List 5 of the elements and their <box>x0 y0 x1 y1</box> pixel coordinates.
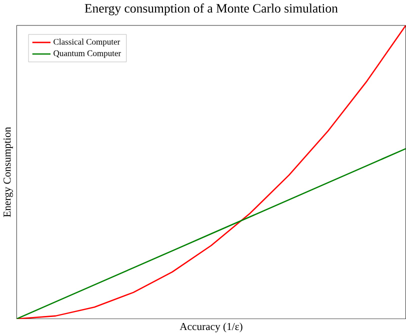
chart-title: Energy consumption of a Monte Carlo simulation <box>84 4 338 16</box>
x-axis-title: Accuracy (1/ε) <box>180 322 242 332</box>
y-axis-title: Energy Consumption <box>4 127 13 218</box>
legend-label: Classical Computer <box>54 38 120 46</box>
legend-label: Quantum Computer <box>54 50 121 58</box>
